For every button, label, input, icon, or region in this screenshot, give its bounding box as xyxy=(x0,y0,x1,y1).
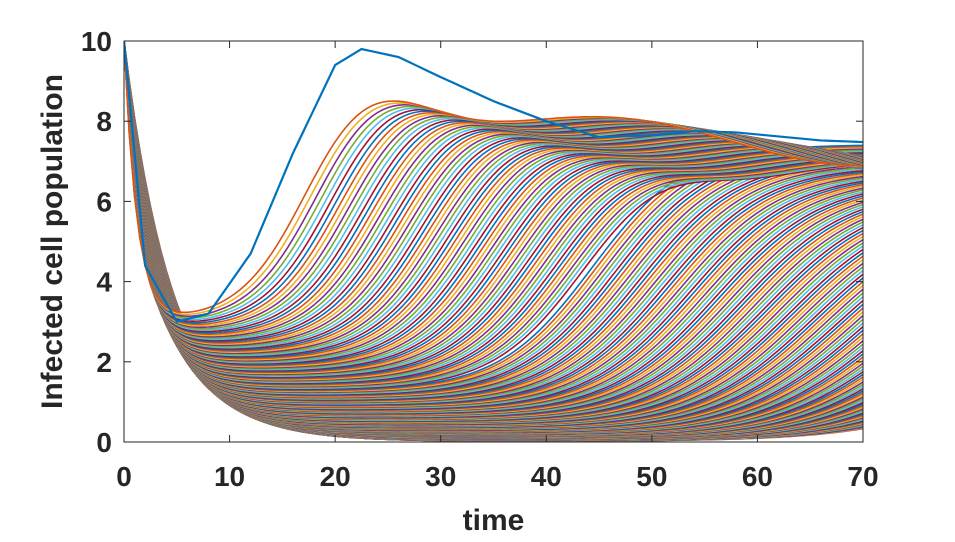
series-line xyxy=(124,41,863,377)
series-line xyxy=(124,41,863,371)
series-line xyxy=(124,41,863,367)
series-line xyxy=(124,41,863,373)
series-line xyxy=(124,41,863,364)
y-tick-label: 4 xyxy=(96,267,112,298)
y-tick-label: 0 xyxy=(96,427,112,458)
x-tick-label: 30 xyxy=(425,461,456,492)
y-tick-label: 8 xyxy=(96,106,112,137)
x-tick-label: 40 xyxy=(531,461,562,492)
x-tick-label: 0 xyxy=(116,461,132,492)
curve-group xyxy=(124,41,863,442)
series-line xyxy=(124,41,863,380)
x-tick-label: 60 xyxy=(742,461,773,492)
x-tick-label: 70 xyxy=(847,461,878,492)
series-line xyxy=(124,41,863,375)
x-tick-label: 10 xyxy=(214,461,245,492)
series-line xyxy=(124,41,863,378)
series-line xyxy=(124,41,863,370)
series-line xyxy=(124,41,863,376)
series-line xyxy=(124,41,863,374)
axes xyxy=(123,40,864,443)
y-axis-ticks: 0 2 4 6 8 10 xyxy=(81,26,863,458)
series-line xyxy=(124,41,863,366)
series-line xyxy=(124,41,863,379)
series-line xyxy=(124,41,863,323)
x-axis-ticks: 0 10 20 30 40 50 60 70 xyxy=(116,41,879,492)
y-axis-label: Infected cell population xyxy=(36,74,69,409)
series-line xyxy=(124,41,863,314)
x-axis-label: time xyxy=(463,504,525,537)
series-line xyxy=(124,41,863,377)
y-tick-label: 2 xyxy=(96,347,112,378)
y-tick-label: 10 xyxy=(81,26,112,57)
series-line xyxy=(124,41,863,372)
series-line xyxy=(124,41,863,369)
series-line xyxy=(124,41,863,365)
x-tick-label: 50 xyxy=(636,461,667,492)
x-tick-label: 20 xyxy=(320,461,351,492)
series-line xyxy=(124,41,863,368)
plot-frame xyxy=(123,40,864,443)
y-tick-label: 6 xyxy=(96,186,112,217)
